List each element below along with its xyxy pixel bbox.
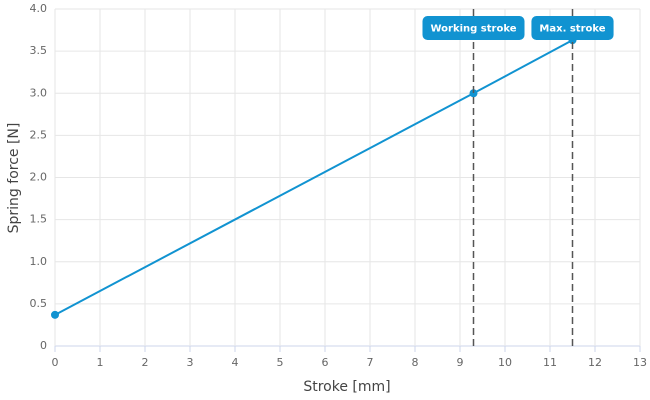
y-tick-label: 3.5 [30, 44, 48, 57]
y-tick-label: 0 [40, 339, 47, 352]
annotation-label: Working stroke [430, 24, 516, 35]
data-point [469, 89, 478, 98]
x-axis-title: Stroke [mm] [303, 379, 390, 395]
x-tick-label: 11 [543, 356, 557, 369]
x-tick-label: 12 [588, 356, 602, 369]
y-tick-label: 3.0 [30, 86, 48, 99]
y-tick-label: 1.0 [30, 255, 48, 268]
x-tick-label: 3 [187, 356, 194, 369]
annotation-box [531, 16, 614, 40]
y-axis-title: Spring force [N] [6, 123, 22, 234]
x-tick-label: 10 [498, 356, 512, 369]
x-tick-label: 4 [232, 356, 239, 369]
annotation-label: Max. stroke [539, 24, 605, 35]
x-tick-label: 0 [52, 356, 59, 369]
x-tick-label: 5 [277, 356, 284, 369]
y-tick-label: 2.0 [30, 171, 48, 184]
x-tick-label: 9 [457, 356, 464, 369]
y-tick-label: 4.0 [30, 2, 48, 15]
x-tick-label: 2 [142, 356, 149, 369]
x-tick-label: 8 [412, 356, 419, 369]
x-tick-label: 7 [367, 356, 374, 369]
x-tick-label: 13 [633, 356, 647, 369]
y-tick-label: 2.5 [30, 128, 48, 141]
y-tick-label: 0.5 [30, 297, 48, 310]
y-tick-label: 1.5 [30, 213, 48, 226]
annotation-box [422, 16, 525, 40]
x-tick-label: 1 [97, 356, 104, 369]
data-point [51, 310, 59, 319]
x-tick-label: 6 [322, 356, 329, 369]
